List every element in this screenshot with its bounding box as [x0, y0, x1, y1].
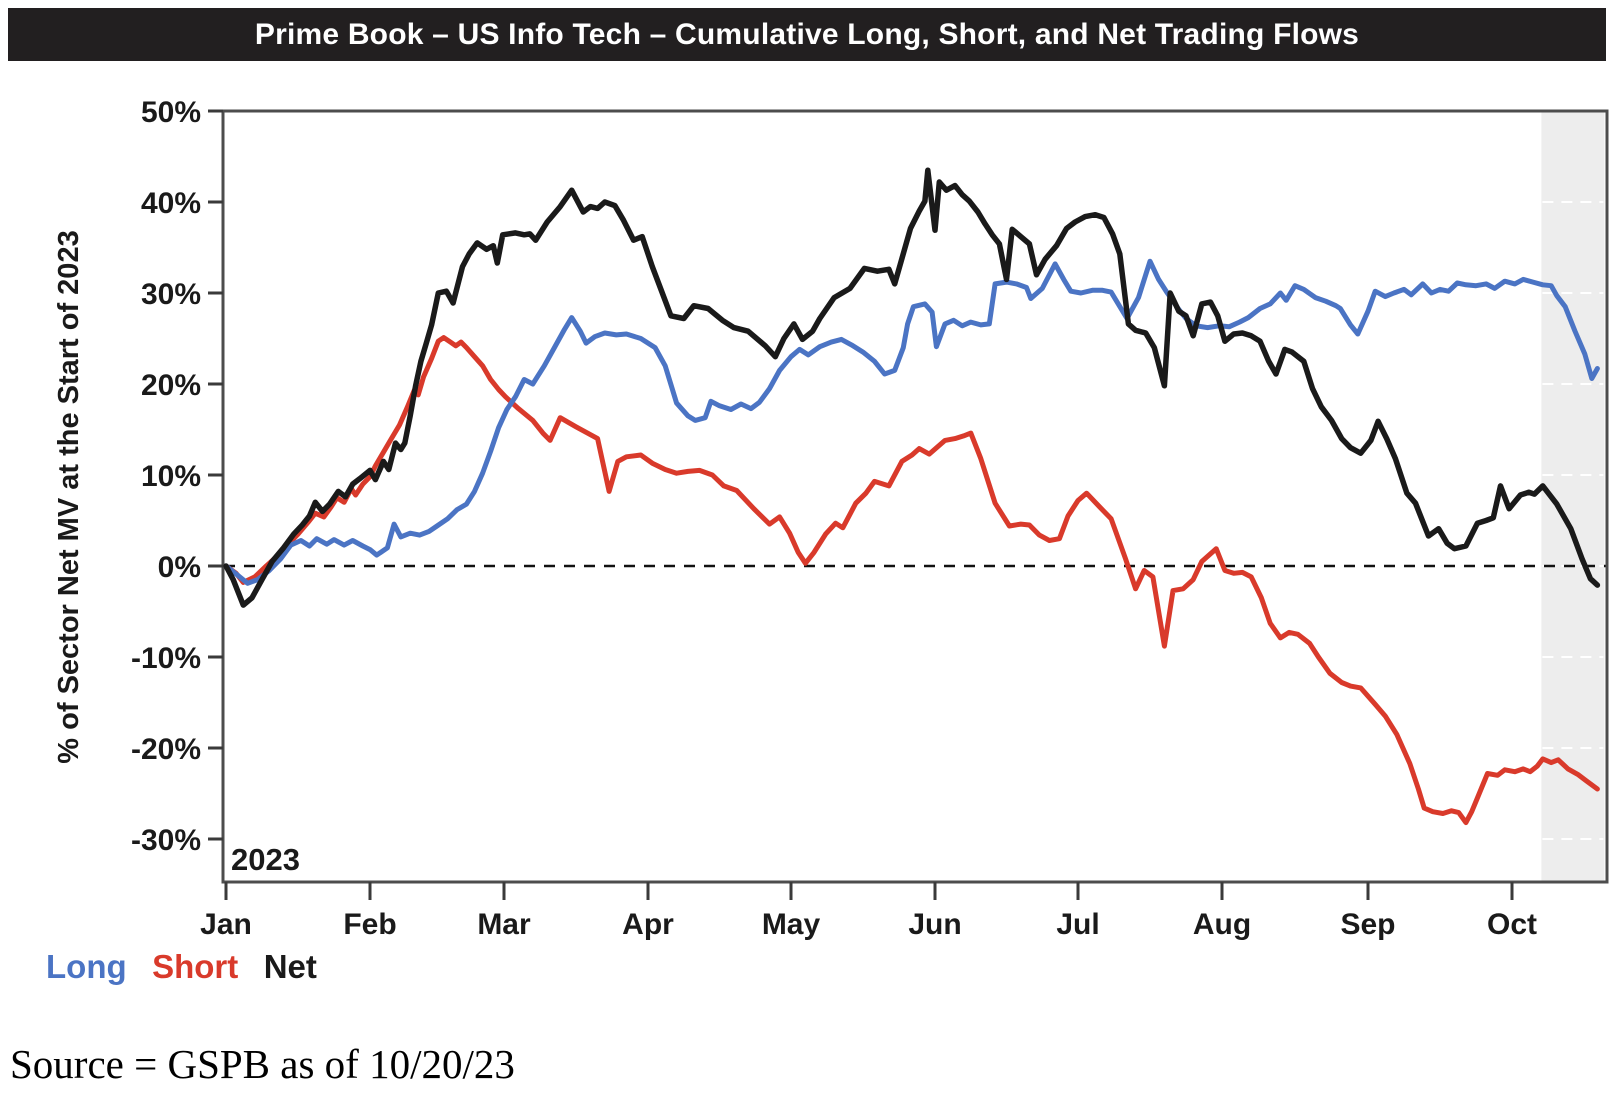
y-axis-tick-label: -30%: [131, 824, 201, 857]
chart-title: Prime Book – US Info Tech – Cumulative L…: [254, 17, 1360, 51]
x-axis-tick-label: Mar: [477, 908, 531, 941]
legend-item-long: Long: [46, 948, 127, 985]
legend-item-short: Short: [152, 948, 239, 985]
y-axis-tick-label: 30%: [141, 278, 201, 311]
source-note: Source = GSPB as of 10/20/23: [10, 1041, 515, 1087]
x-axis-tick-label: Jun: [908, 908, 961, 941]
chart-title-bar: Prime Book – US Info Tech – Cumulative L…: [8, 8, 1606, 61]
x-axis-tick-label: Oct: [1487, 908, 1537, 941]
y-axis-title: % of Sector Net MV at the Start of 2023: [53, 230, 85, 763]
y-axis-tick-label: 50%: [141, 96, 201, 129]
plot-frame: [221, 109, 1609, 884]
x-axis-tick-label: Jul: [1056, 908, 1099, 941]
x-axis-tick-label: Jan: [200, 908, 252, 941]
year-annotation: 2023: [231, 842, 300, 877]
short-line: [223, 335, 1600, 826]
x-axis-tick-label: Sep: [1340, 908, 1395, 941]
x-axis-tick-label: Aug: [1193, 908, 1251, 941]
legend: Long Short Net: [46, 948, 338, 986]
y-axis-tick-label: -10%: [131, 642, 201, 675]
net-line: [223, 167, 1601, 608]
y-axis-tick-label: 40%: [141, 187, 201, 220]
x-axis-tick-label: Apr: [622, 908, 674, 941]
y-axis-tick-label: 0%: [158, 551, 201, 584]
x-axis-tick-label: Feb: [343, 908, 396, 941]
y-axis-tick-label: 10%: [141, 460, 201, 493]
long-line: [223, 258, 1600, 586]
y-axis-tick-label: 20%: [141, 369, 201, 402]
legend-item-net: Net: [263, 948, 317, 985]
y-axis-tick-label: -20%: [131, 733, 201, 766]
x-axis-tick-label: May: [762, 908, 821, 941]
